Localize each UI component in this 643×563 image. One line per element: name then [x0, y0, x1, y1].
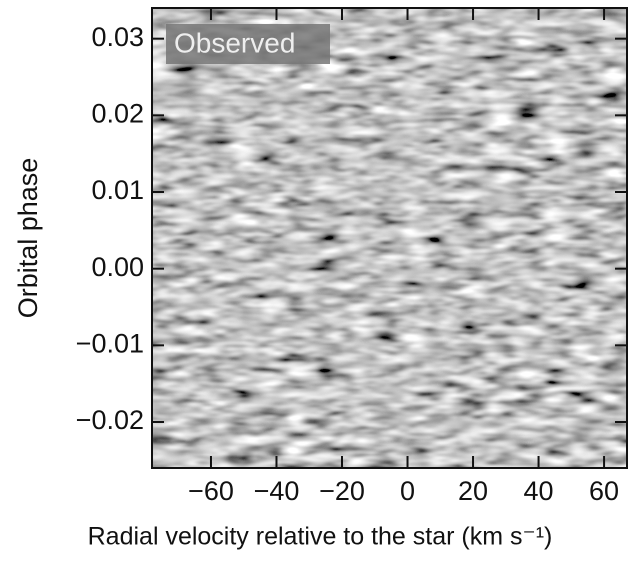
x-tick-label: 20 [458, 476, 488, 506]
x-tick-label: 0 [400, 476, 415, 506]
x-tick-label: 40 [524, 476, 554, 506]
y-axis-label: Orbital phase [13, 158, 43, 319]
x-tick-label: −40 [254, 476, 300, 506]
y-tick-label: −0.02 [76, 405, 144, 435]
x-tick-label: −20 [319, 476, 365, 506]
noise-image [152, 8, 627, 468]
plot-frame [151, 7, 628, 469]
x-tick-label: 60 [589, 476, 619, 506]
y-tick-label: 0.00 [91, 252, 144, 282]
x-axis-label: Radial velocity relative to the star (km… [88, 523, 553, 551]
annotation-box [166, 24, 330, 64]
x-tick-label: −60 [188, 476, 234, 506]
y-tick-label: 0.03 [91, 22, 144, 52]
y-tick-label: 0.02 [91, 98, 144, 128]
y-tick-label: −0.01 [76, 328, 144, 358]
annotation: Observed [174, 27, 295, 58]
y-tick-label: 0.01 [91, 175, 144, 205]
